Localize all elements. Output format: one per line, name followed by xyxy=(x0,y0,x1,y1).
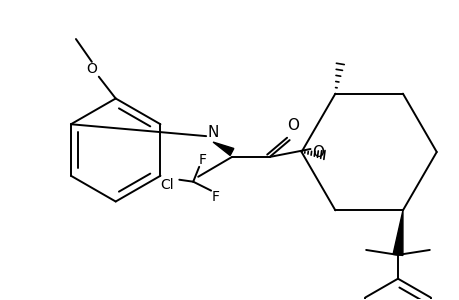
Text: F: F xyxy=(212,190,219,204)
Polygon shape xyxy=(392,210,402,256)
Text: O: O xyxy=(312,146,324,160)
Text: N: N xyxy=(207,125,218,140)
Text: O: O xyxy=(86,62,97,76)
Text: Cl: Cl xyxy=(160,178,174,192)
Text: F: F xyxy=(198,153,206,167)
Polygon shape xyxy=(213,142,233,155)
Text: O: O xyxy=(287,118,299,133)
